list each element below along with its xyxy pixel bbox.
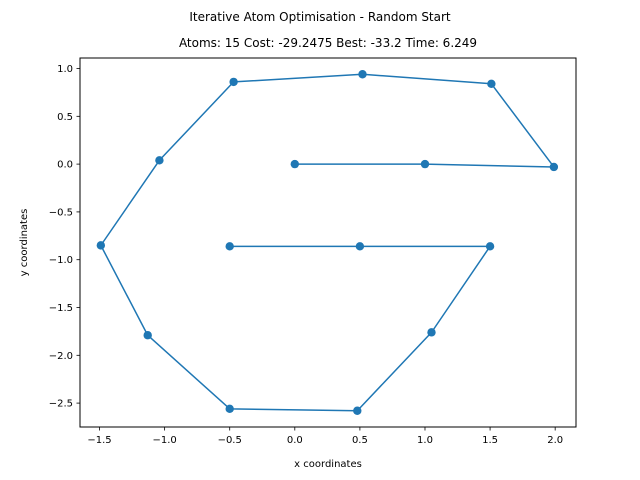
y-tick-label: −0.5: [49, 207, 73, 218]
series-line: [100, 73, 555, 412]
x-axis: −1.5 −1.0 −0.5 0.0 0.5 1.0 1.5 2.0: [87, 427, 563, 446]
y-tick-label: −2.5: [49, 399, 73, 410]
data-point: [485, 242, 495, 251]
data-point: [155, 156, 164, 165]
x-tick-label: −1.0: [152, 435, 176, 446]
data-point: [353, 406, 362, 415]
plot-area: [96, 70, 559, 415]
data-point: [225, 404, 234, 414]
data-point: [420, 159, 430, 169]
x-tick-label: 0.5: [352, 435, 368, 446]
y-axis: 1.0 0.5 0.0 −0.5 −1.0 −1.5 −2.0 −2.5: [49, 64, 80, 410]
y-axis-label: y coordinates: [19, 209, 30, 277]
y-tick-label: 1.0: [57, 64, 73, 75]
data-point: [427, 328, 436, 337]
data-point: [355, 242, 365, 251]
x-tick-label: −1.5: [87, 435, 111, 446]
data-point: [143, 331, 152, 340]
data-point: [225, 242, 234, 251]
data-point: [290, 159, 299, 169]
x-tick-label: 1.0: [417, 435, 433, 446]
y-tick-label: 0.0: [57, 160, 73, 171]
data-point: [229, 77, 238, 87]
data-point: [96, 241, 106, 250]
y-tick-label: −1.5: [49, 303, 73, 314]
data-point: [358, 70, 367, 79]
data-point: [549, 162, 559, 172]
figure-suptitle: Iterative Atom Optimisation - Random Sta…: [189, 10, 451, 24]
x-tick-label: 1.5: [482, 435, 498, 446]
x-tick-label: −0.5: [218, 435, 242, 446]
data-point: [487, 79, 496, 89]
x-axis-label: x coordinates: [294, 459, 362, 470]
chart-title: Atoms: 15 Cost: -29.2475 Best: -33.2 Tim…: [179, 36, 477, 50]
axes-frame: [79, 57, 577, 428]
y-tick-label: −1.0: [49, 255, 73, 266]
x-tick-label: 0.0: [287, 435, 303, 446]
y-tick-label: −2.0: [49, 351, 73, 362]
x-tick-label: 2.0: [547, 435, 563, 446]
y-tick-label: 0.5: [57, 112, 73, 123]
